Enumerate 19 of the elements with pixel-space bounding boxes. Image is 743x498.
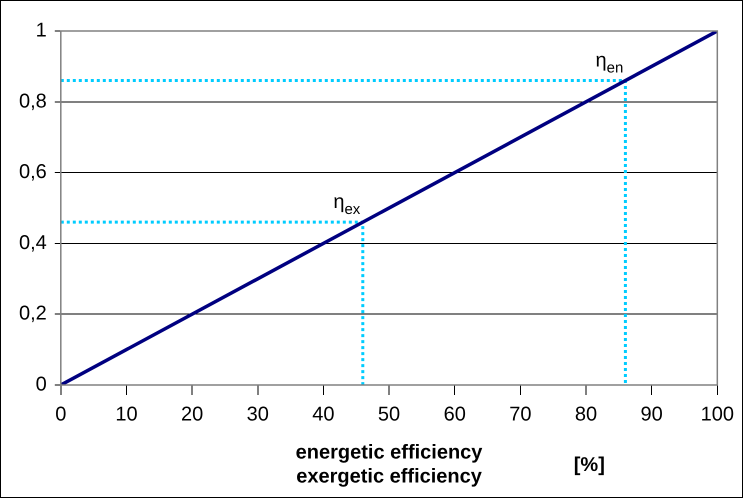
x-tick-label: 60: [444, 404, 466, 426]
x-tick-label: 0: [55, 404, 66, 426]
x-tick-label: 70: [509, 404, 532, 426]
y-tick-label: 0: [36, 374, 47, 396]
x-tick-label: 40: [312, 404, 335, 426]
y-tick-label: 0,2: [18, 302, 47, 325]
x-tick-label: 90: [640, 404, 663, 426]
x-tick-label: 20: [180, 404, 204, 426]
x-tick-label: 10: [115, 404, 138, 426]
y-tick-label: 0,8: [18, 90, 47, 112]
x-tick-label: 80: [574, 404, 598, 426]
x-tick-label: 50: [378, 404, 400, 426]
y-tick-label: 0,4: [18, 232, 47, 254]
y-tick-label: 0,6: [18, 161, 47, 184]
x-axis-title: energetic efficiency exergetic efficiency: [296, 442, 484, 488]
x-tick-label: 30: [246, 404, 269, 426]
text: [%]: [574, 454, 605, 476]
y-tick-label: 1: [36, 20, 47, 42]
x-tick-label: 100: [700, 404, 734, 426]
